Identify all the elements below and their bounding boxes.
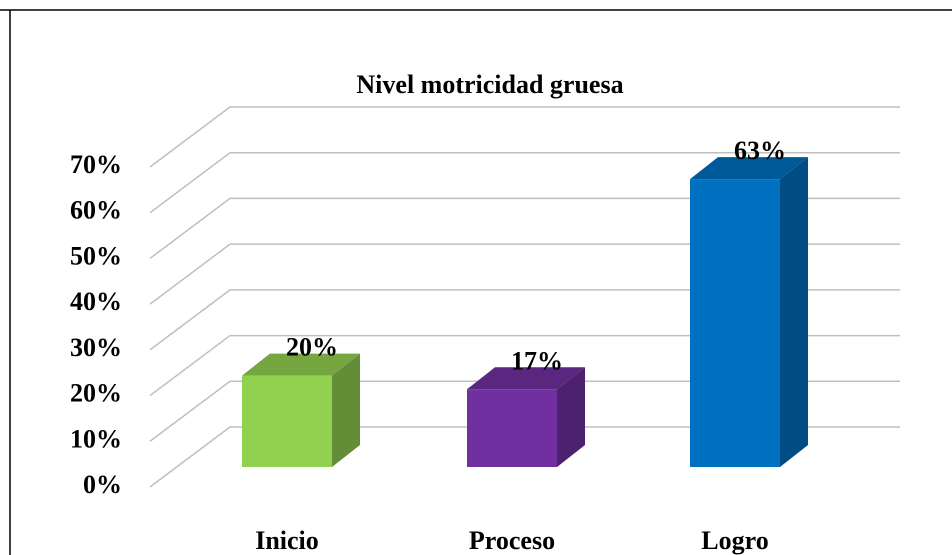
grid-line	[149, 289, 900, 351]
bar-top	[467, 367, 585, 390]
grid-line	[149, 380, 900, 442]
grid-line	[149, 334, 900, 397]
data-label: 20%	[286, 333, 338, 362]
y-tick-label: 70%	[70, 150, 122, 179]
bar-top	[242, 353, 360, 376]
x-tick-label: Logro	[701, 526, 768, 555]
bar-side	[557, 367, 585, 467]
data-label: 17%	[511, 346, 563, 375]
grid-line	[149, 426, 900, 488]
bar-side	[780, 157, 808, 467]
chart-title: Nivel motricidad gruesa	[356, 70, 623, 99]
grid-line	[149, 151, 900, 214]
x-tick-label: Inicio	[255, 526, 319, 555]
grid-line	[149, 106, 900, 168]
bar	[467, 367, 585, 467]
bar-top	[690, 157, 808, 180]
x-tick-label: Proceso	[469, 526, 555, 555]
y-tick-label: 60%	[70, 196, 122, 225]
bar	[690, 157, 808, 467]
y-tick-label: 40%	[70, 287, 122, 316]
y-tick-label: 50%	[70, 241, 122, 270]
bar-front	[242, 375, 332, 467]
bar-front	[690, 179, 780, 467]
bar-side	[332, 353, 360, 467]
y-tick-label: 20%	[70, 379, 122, 408]
y-tick-label: 0%	[83, 470, 122, 499]
y-tick-label: 30%	[70, 333, 122, 362]
grid-line	[149, 197, 900, 260]
grid-line	[149, 243, 900, 305]
bar-front	[467, 389, 557, 467]
bar	[242, 353, 360, 467]
data-label: 63%	[734, 136, 786, 165]
y-tick-label: 10%	[70, 424, 122, 453]
